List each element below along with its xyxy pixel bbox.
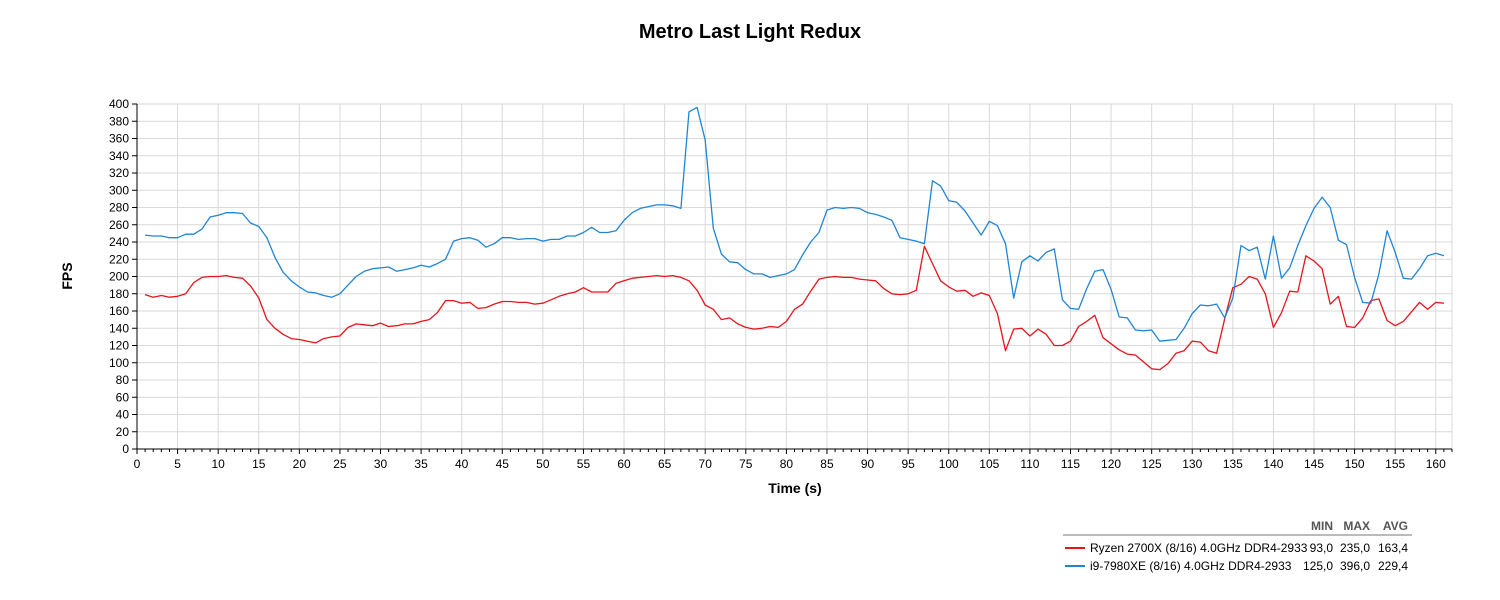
x-tick-label: 10 [211, 457, 225, 471]
x-tick-label: 150 [1345, 457, 1365, 471]
x-tick-label: 55 [577, 457, 591, 471]
x-tick-label: 155 [1385, 457, 1405, 471]
x-tick-label: 65 [658, 457, 672, 471]
x-tick-label: 30 [374, 457, 388, 471]
y-tick-label: 60 [116, 390, 130, 404]
y-tick-label: 40 [116, 408, 130, 422]
y-tick-label: 140 [109, 321, 129, 335]
x-tick-label: 115 [1061, 457, 1080, 471]
x-tick-label: 70 [699, 457, 713, 471]
y-tick-label: 160 [109, 304, 129, 318]
y-tick-label: 20 [116, 425, 130, 439]
x-tick-label: 95 [901, 457, 915, 471]
y-tick-label: 340 [109, 149, 129, 163]
legend-header-min: MIN [1311, 519, 1333, 533]
y-tick-label: 300 [109, 183, 129, 197]
legend-min-value: 125,0 [1303, 559, 1333, 573]
y-tick-label: 100 [109, 356, 129, 370]
x-tick-label: 160 [1426, 457, 1446, 471]
x-tick-label: 90 [861, 457, 875, 471]
x-tick-label: 40 [455, 457, 469, 471]
chart-title: Metro Last Light Redux [639, 21, 861, 43]
y-tick-label: 240 [109, 235, 129, 249]
legend-min-value: 93,0 [1310, 541, 1334, 555]
x-tick-label: 145 [1304, 457, 1324, 471]
y-tick-label: 260 [109, 218, 129, 232]
y-tick-label: 280 [109, 201, 129, 215]
series-line-1 [144, 245, 1444, 371]
legend-max-value: 396,0 [1340, 559, 1370, 573]
x-axis-label: Time (s) [768, 480, 821, 496]
x-tick-label: 0 [134, 457, 141, 471]
x-tick-label: 5 [174, 457, 181, 471]
x-tick-label: 75 [739, 457, 753, 471]
x-tick-label: 60 [617, 457, 631, 471]
legend-avg-value: 229,4 [1378, 559, 1408, 573]
x-tick-label: 135 [1223, 457, 1243, 471]
legend-avg-value: 163,4 [1378, 541, 1408, 555]
x-tick-label: 35 [414, 457, 428, 471]
y-tick-label: 220 [109, 252, 129, 266]
series-line-2 [145, 106, 1445, 342]
y-tick-label: 320 [109, 166, 129, 180]
series-lines [144, 106, 1445, 371]
y-tick-label: 200 [109, 270, 129, 284]
y-tick-label: 120 [109, 339, 129, 353]
y-tick-label: 360 [109, 132, 129, 146]
axes: 0204060801001201401601802002202402602803… [109, 97, 1453, 471]
x-tick-label: 130 [1182, 457, 1202, 471]
y-tick-label: 380 [109, 114, 129, 128]
grid [137, 103, 1453, 449]
x-tick-label: 15 [252, 457, 266, 471]
y-axis-label: FPS [59, 262, 75, 289]
x-tick-label: 140 [1263, 457, 1283, 471]
y-tick-label: 180 [109, 287, 129, 301]
legend-header-avg: AVG [1383, 519, 1408, 533]
x-tick-label: 125 [1142, 457, 1162, 471]
x-tick-label: 45 [496, 457, 510, 471]
y-tick-label: 0 [122, 442, 129, 456]
x-tick-label: 110 [1020, 457, 1039, 471]
x-tick-label: 25 [333, 457, 347, 471]
y-tick-label: 400 [109, 97, 129, 111]
legend-header-max: MAX [1343, 519, 1370, 533]
x-tick-label: 100 [939, 457, 959, 471]
x-tick-label: 20 [293, 457, 307, 471]
legend: MIN MAX AVG Ryzen 2700X (8/16) 4.0GHz DDR4-… [1063, 519, 1412, 573]
legend-series-name: i9-7980XE (8/16) 4.0GHz DDR4-2933 [1090, 559, 1292, 573]
y-tick-label: 80 [116, 373, 130, 387]
x-tick-label: 120 [1101, 457, 1121, 471]
x-tick-label: 105 [979, 457, 999, 471]
legend-max-value: 235,0 [1340, 541, 1370, 555]
x-tick-label: 85 [820, 457, 834, 471]
x-tick-label: 80 [780, 457, 794, 471]
x-tick-label: 50 [536, 457, 550, 471]
legend-series-name: Ryzen 2700X (8/16) 4.0GHz DDR4-2933 [1090, 541, 1308, 555]
